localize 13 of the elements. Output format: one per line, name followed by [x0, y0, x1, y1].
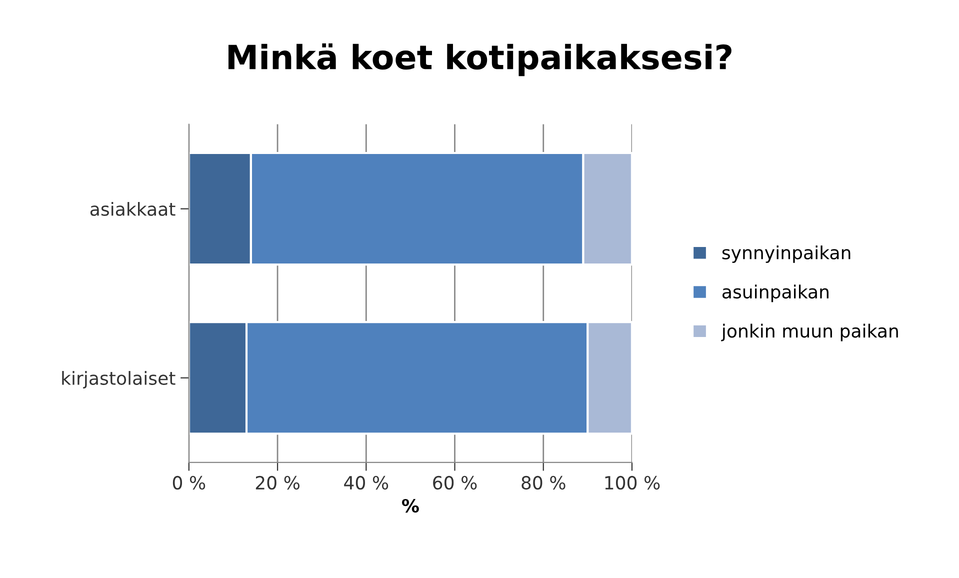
- x-tick-label: 0 %: [172, 476, 206, 490]
- x-axis-title: %: [402, 498, 419, 513]
- x-tick-label: 60 %: [433, 476, 477, 490]
- y-tick-label: asiakkaat: [90, 202, 176, 216]
- legend-label: jonkin muun paikan: [721, 324, 898, 342]
- y-tick-label: kirjastolaiset: [62, 371, 176, 388]
- legend-label: asuinpaikan: [722, 284, 828, 302]
- x-tick-label: 20 %: [256, 476, 300, 490]
- x-tick-label: 80 %: [522, 476, 566, 490]
- chart-title: Minkä koet kotipaikaksesi?: [228, 43, 732, 76]
- x-tick-label: 40 %: [344, 476, 388, 490]
- legend-label: synnyinpaikan: [722, 245, 850, 263]
- x-tick-label: 100 %: [605, 476, 660, 490]
